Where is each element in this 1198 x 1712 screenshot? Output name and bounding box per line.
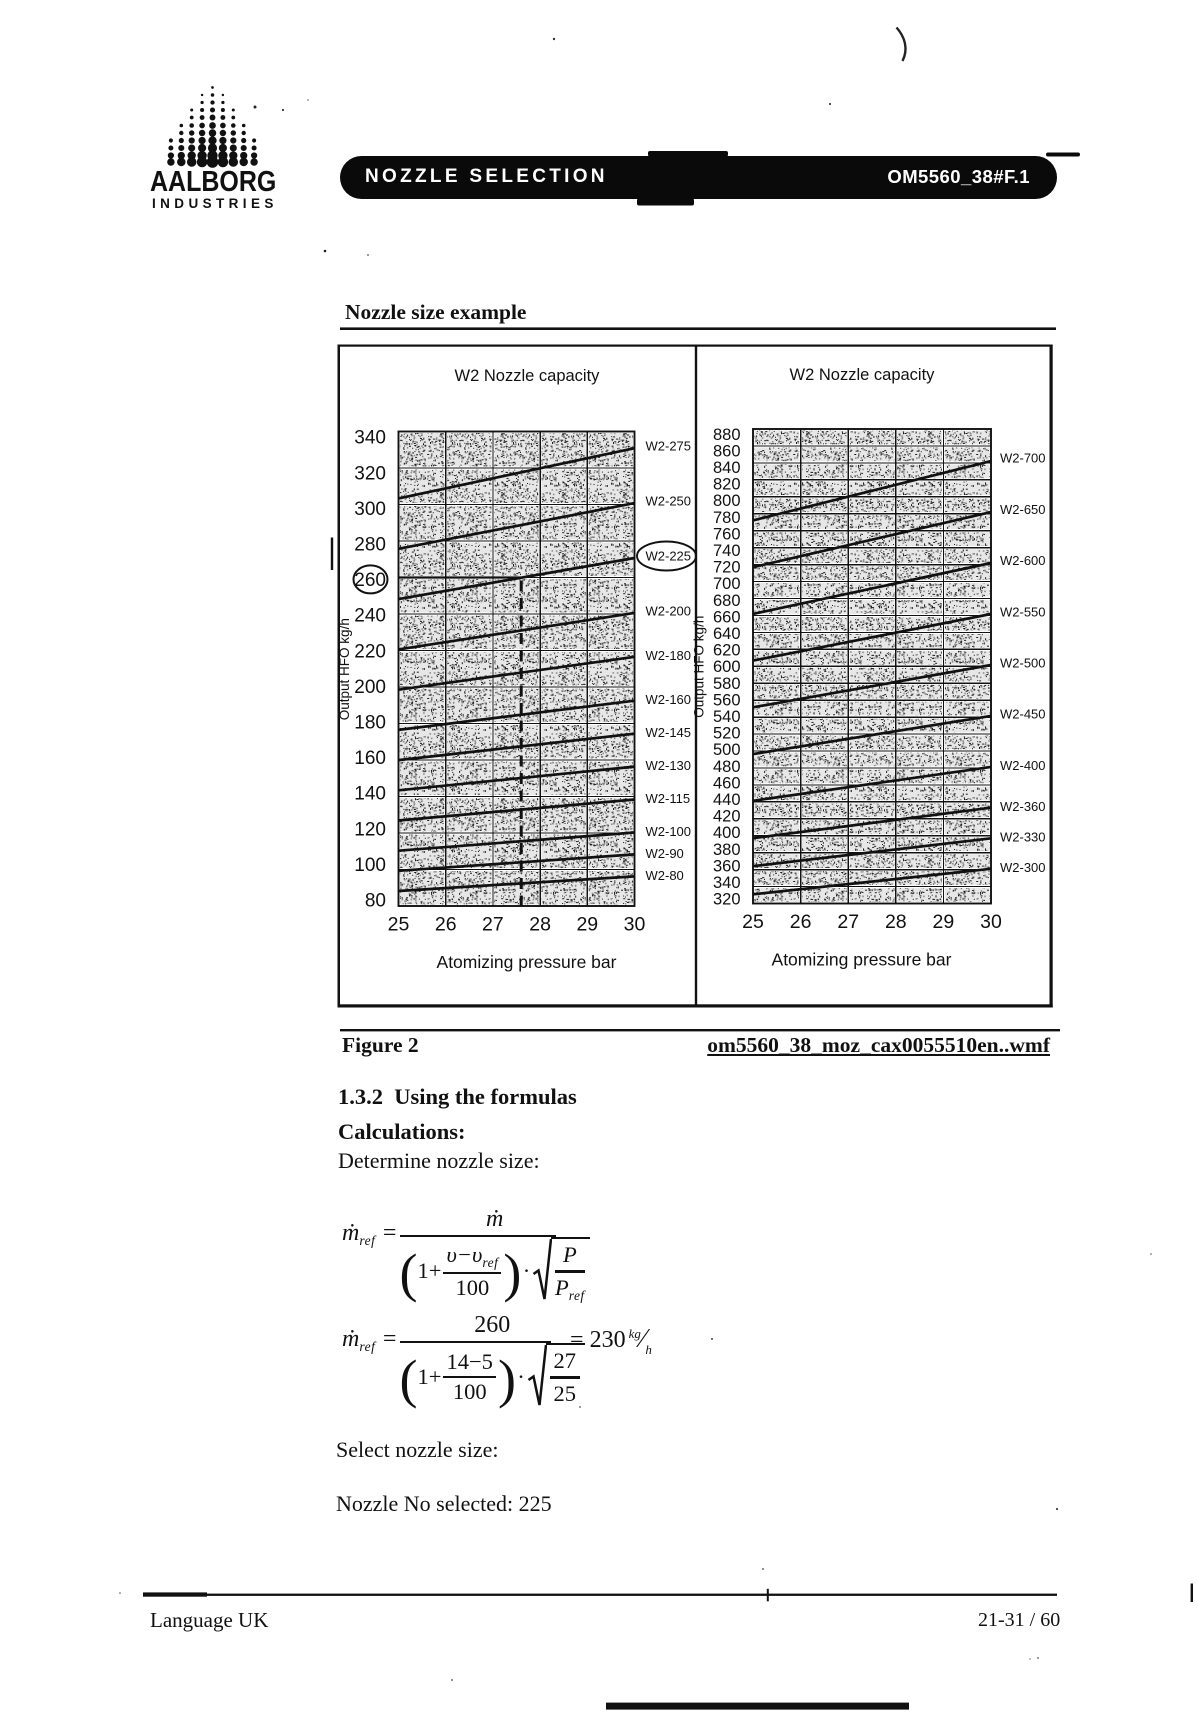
svg-text:520: 520 [713,725,741,743]
svg-text:620: 620 [713,642,741,660]
svg-text:W2-100: W2-100 [646,824,692,839]
svg-text:W2-200: W2-200 [646,604,692,619]
svg-text:26: 26 [790,911,812,933]
svg-text:880: 880 [713,426,741,444]
svg-text:660: 660 [713,608,741,626]
svg-text:W2-160: W2-160 [646,692,692,707]
svg-text:W2-450: W2-450 [1000,707,1046,722]
svg-text:680: 680 [713,592,741,610]
svg-text:Output HFO kg/h: Output HFO kg/h [337,618,352,720]
svg-text:W2 Nozzle capacity: W2 Nozzle capacity [790,366,936,384]
svg-text:120: 120 [354,819,386,840]
svg-text:760: 760 [713,525,741,543]
svg-text:W2-180: W2-180 [646,648,692,663]
svg-text:28: 28 [529,914,551,936]
svg-text:26: 26 [435,914,457,936]
svg-text:400: 400 [713,824,741,842]
svg-text:580: 580 [713,675,741,693]
svg-text:240: 240 [354,606,386,627]
svg-text:380: 380 [713,841,741,859]
svg-text:W2-700: W2-700 [1000,451,1046,466]
svg-text:W2-600: W2-600 [1000,553,1046,568]
svg-text:27: 27 [482,914,504,936]
svg-text:30: 30 [624,914,646,936]
svg-text:W2-275: W2-275 [646,438,692,453]
svg-text:25: 25 [388,914,410,936]
svg-text:W2-500: W2-500 [1000,655,1046,670]
svg-text:180: 180 [354,712,386,733]
svg-text:260: 260 [354,570,386,591]
svg-text:28: 28 [885,911,907,933]
svg-text:540: 540 [713,708,741,726]
svg-text:480: 480 [713,758,741,776]
svg-text:Atomizing pressure bar: Atomizing pressure bar [437,952,617,972]
svg-text:W2-650: W2-650 [1000,502,1046,517]
svg-text:360: 360 [713,857,741,875]
svg-text:100: 100 [354,855,386,876]
svg-text:280: 280 [354,534,386,555]
svg-text:W2-145: W2-145 [646,725,692,740]
svg-text:820: 820 [713,476,741,494]
svg-text:W2-330: W2-330 [1000,829,1046,844]
svg-text:320: 320 [354,463,386,484]
svg-text:860: 860 [713,442,741,460]
svg-text:W2-400: W2-400 [1000,758,1046,773]
svg-text:720: 720 [713,559,741,577]
svg-text:160: 160 [354,748,386,769]
svg-text:220: 220 [354,641,386,662]
svg-text:840: 840 [713,459,741,477]
svg-text:600: 600 [713,658,741,676]
svg-text:780: 780 [713,509,741,527]
svg-text:29: 29 [933,911,955,933]
svg-text:W2-90: W2-90 [646,846,684,861]
svg-text:300: 300 [354,499,386,520]
svg-text:W2-360: W2-360 [1000,799,1046,814]
svg-text:460: 460 [713,774,741,792]
svg-text:200: 200 [354,677,386,698]
svg-text:27: 27 [837,911,859,933]
svg-text:340: 340 [354,428,386,449]
svg-text:700: 700 [713,575,741,593]
svg-text:440: 440 [713,791,741,809]
svg-text:740: 740 [713,542,741,560]
svg-text:W2-115: W2-115 [646,791,691,806]
svg-text:W2-130: W2-130 [646,758,692,773]
svg-text:Output HFO kg/h: Output HFO kg/h [692,616,707,718]
svg-text:29: 29 [576,914,598,936]
svg-text:W2-250: W2-250 [646,493,692,508]
svg-text:30: 30 [980,911,1002,933]
svg-text:640: 640 [713,625,741,643]
svg-text:Atomizing pressure bar: Atomizing pressure bar [772,950,952,970]
svg-text:800: 800 [713,492,741,510]
svg-text:560: 560 [713,691,741,709]
svg-text:W2 Nozzle capacity: W2 Nozzle capacity [455,367,601,385]
svg-text:420: 420 [713,808,741,826]
svg-text:W2-80: W2-80 [646,868,684,883]
svg-text:25: 25 [742,911,764,933]
svg-text:340: 340 [713,874,741,892]
svg-text:140: 140 [354,784,386,805]
svg-text:320: 320 [713,891,741,909]
svg-text:80: 80 [365,890,386,911]
svg-text:500: 500 [713,741,741,759]
svg-text:W2-225: W2-225 [646,549,692,564]
svg-text:W2-550: W2-550 [1000,604,1046,619]
svg-text:W2-300: W2-300 [1000,860,1046,875]
